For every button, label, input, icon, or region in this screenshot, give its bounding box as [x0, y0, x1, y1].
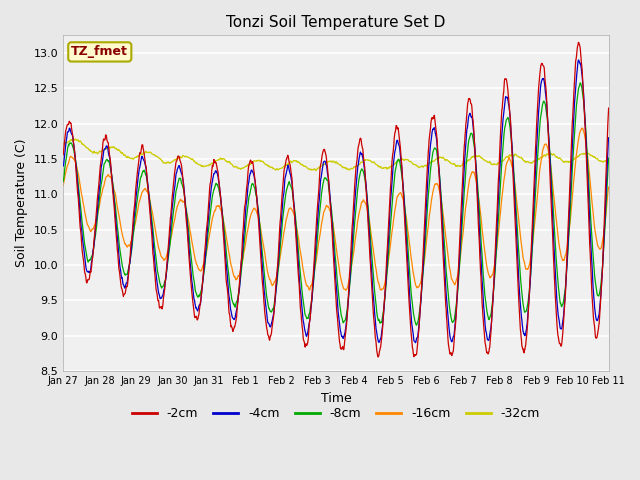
- Text: TZ_fmet: TZ_fmet: [71, 46, 128, 59]
- Y-axis label: Soil Temperature (C): Soil Temperature (C): [15, 139, 28, 267]
- Title: Tonzi Soil Temperature Set D: Tonzi Soil Temperature Set D: [226, 15, 445, 30]
- Legend: -2cm, -4cm, -8cm, -16cm, -32cm: -2cm, -4cm, -8cm, -16cm, -32cm: [127, 402, 545, 425]
- X-axis label: Time: Time: [321, 392, 351, 405]
